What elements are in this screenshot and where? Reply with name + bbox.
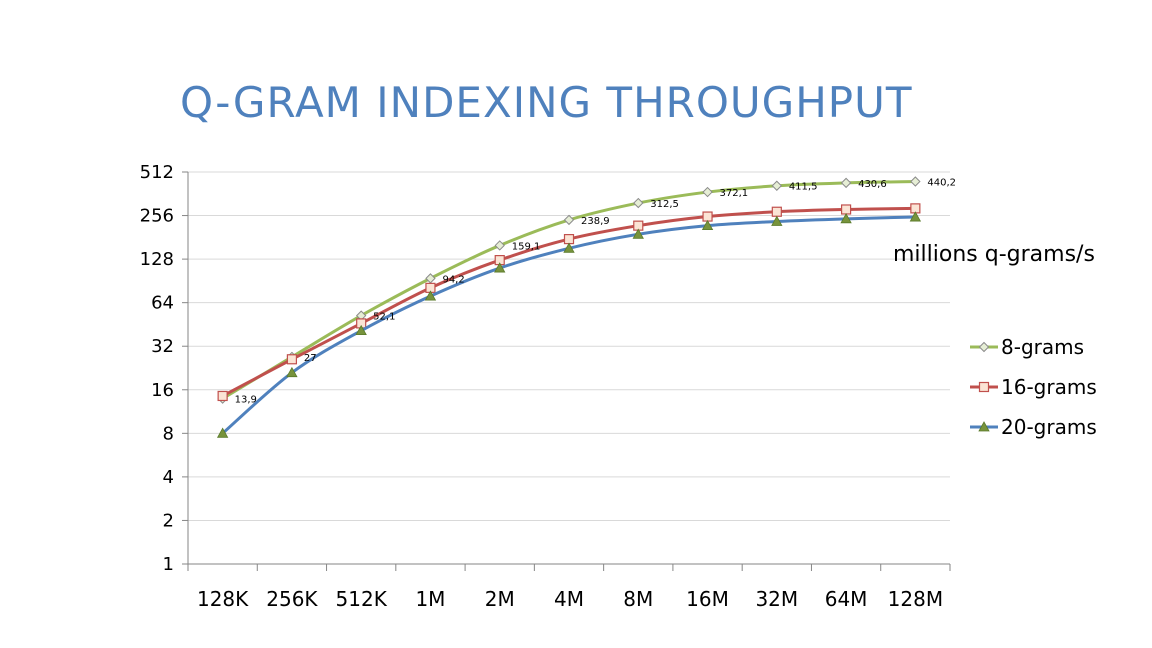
- y-tick-label: 2: [163, 510, 174, 531]
- data-point: [771, 215, 783, 226]
- legend-marker: [978, 421, 990, 432]
- y-tick-label: 256: [140, 206, 174, 227]
- data-point: [840, 213, 852, 224]
- x-tick-label: 4M: [554, 587, 584, 611]
- y-tick-label: 4: [163, 467, 174, 488]
- data-point: [286, 354, 298, 365]
- data-point: [909, 211, 922, 222]
- data-label: 13,9: [235, 395, 257, 406]
- data-label: 94,2: [442, 274, 464, 285]
- legend: 8-grams 16-grams 20-grams: [970, 335, 1097, 439]
- data-point: [424, 290, 437, 301]
- data-point: [563, 214, 575, 226]
- y-tick-label: 1: [163, 554, 174, 575]
- y-tick-label: 8: [163, 423, 174, 444]
- data-label: 411,5: [789, 182, 818, 193]
- data-label: 372,1: [720, 188, 749, 199]
- data-label: 27: [304, 353, 317, 364]
- slide-title: Q-GRAM INDEXING THROUGHPUT: [180, 78, 913, 127]
- data-label: 159,1: [512, 241, 541, 252]
- y-unit-label: millions q-grams/s: [893, 242, 1095, 267]
- legend-item-20-grams: 20-grams: [970, 415, 1097, 439]
- data-point: [217, 390, 228, 402]
- x-tick-label: 512K: [336, 587, 388, 611]
- x-tick-label: 1M: [415, 587, 445, 611]
- x-tick-label: 2M: [485, 587, 515, 611]
- data-point: [771, 180, 783, 191]
- y-tick-label: 64: [151, 293, 174, 314]
- data-point: [701, 219, 714, 231]
- legend-label: 8-grams: [1001, 335, 1084, 359]
- data-point: [840, 177, 852, 189]
- x-tick-label: 128K: [197, 587, 249, 611]
- axes: [182, 171, 951, 571]
- y-tick-label: 32: [151, 336, 174, 357]
- data-point: [563, 234, 575, 245]
- y-tick-label: 512: [140, 162, 174, 183]
- legend-item-8-grams: 8-grams: [970, 335, 1084, 359]
- data-point: [216, 427, 229, 438]
- x-tick-label: 8M: [623, 587, 653, 611]
- data-point: [355, 324, 367, 336]
- legend-marker: [978, 381, 990, 393]
- data-label: 238,9: [581, 216, 610, 227]
- legend-label: 20-grams: [1001, 415, 1097, 439]
- series-layer: [216, 176, 922, 438]
- series-line: [221, 179, 916, 400]
- data-point: [771, 206, 782, 217]
- data-label: 52,1: [373, 312, 395, 323]
- data-point: [494, 240, 505, 251]
- x-axis-ticks: 128K 256K 512K 1M 2M 4M 8M 16M 32M 64M 128M: [197, 587, 943, 611]
- y-tick-label: 128: [140, 249, 174, 270]
- y-tick-label: 16: [151, 380, 174, 401]
- legend-item-16-grams: 16-grams: [970, 375, 1097, 399]
- gridlines: [188, 171, 950, 521]
- data-point: [910, 176, 921, 187]
- data-label: 312,5: [650, 199, 679, 210]
- data-label: 430,6: [858, 179, 887, 190]
- data-point: [633, 197, 644, 209]
- data-labels: 13,9 27 52,1 94,2 159,1 238,9 312,5 372,1 411,5 4…: [235, 177, 956, 405]
- x-tick-label: 32M: [755, 587, 798, 611]
- series-20-grams: [216, 211, 922, 438]
- x-tick-label: 64M: [825, 587, 868, 611]
- legend-label: 16-grams: [1001, 375, 1097, 399]
- series-16-grams: [217, 203, 921, 402]
- data-point: [702, 211, 713, 222]
- data-point: [563, 242, 575, 253]
- x-tick-label: 256K: [266, 587, 318, 611]
- x-tick-label: 16M: [686, 587, 729, 611]
- data-point: [286, 366, 298, 378]
- data-point: [702, 186, 713, 198]
- data-point: [494, 262, 506, 273]
- y-axis-ticks: 1 2 4 8 16 32 64 128 256 512: [140, 162, 174, 575]
- x-tick-label: 128M: [888, 587, 943, 611]
- data-point: [840, 204, 852, 215]
- legend-marker: [978, 341, 990, 353]
- data-label: 440,2: [927, 177, 956, 188]
- data-point: [632, 228, 644, 239]
